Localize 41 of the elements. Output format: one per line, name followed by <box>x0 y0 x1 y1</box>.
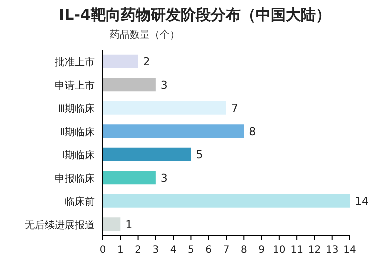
y-tick-label: 申报临床 <box>55 172 95 185</box>
x-tick-label: 7 <box>223 245 230 256</box>
bar <box>103 148 192 162</box>
y-tick-label: 无后续进展报道 <box>25 219 95 232</box>
x-tick-label: 6 <box>206 245 212 256</box>
chart-title: IL-4靶向药物研发阶段分布（中国大陆） <box>59 6 331 24</box>
y-tick-label: 申请上市 <box>55 80 95 92</box>
data-label: 2 <box>143 56 150 69</box>
data-label: 3 <box>160 78 168 92</box>
bar <box>103 218 121 232</box>
bar <box>103 78 156 92</box>
x-tick-label: 10 <box>273 245 286 256</box>
data-label: 7 <box>232 102 238 116</box>
x-tick-label: 0 <box>100 245 106 256</box>
y-tick-label: 批准上市 <box>55 56 95 69</box>
x-tick-label: 9 <box>258 245 265 256</box>
x-axis-title: 药品数量（个） <box>110 29 180 41</box>
x-tick-label: 13 <box>326 245 339 256</box>
x-tick-label: 4 <box>170 245 177 256</box>
y-tick-label: Ⅱ期临床 <box>60 126 95 138</box>
x-tick-label: 3 <box>152 245 160 256</box>
x-tick-label: 2 <box>135 245 142 256</box>
y-tick-label: 临床前 <box>65 196 95 208</box>
y-tick-label: Ⅲ期临床 <box>58 103 95 116</box>
data-label: 3 <box>160 172 168 185</box>
x-tick-label: 14 <box>344 245 356 256</box>
data-label: 1 <box>126 218 133 232</box>
x-tick-label: 11 <box>290 245 304 256</box>
bar <box>103 124 244 138</box>
x-tick-label: 5 <box>188 245 194 256</box>
bar <box>103 194 350 208</box>
x-tick-label: 1 <box>117 245 124 256</box>
data-label: 14 <box>355 195 369 208</box>
y-tick-label: Ⅰ期临床 <box>62 150 95 162</box>
x-tick-label: 12 <box>308 245 322 256</box>
x-tick-label: 8 <box>240 245 248 256</box>
data-label: 5 <box>196 148 204 162</box>
bar <box>103 54 138 68</box>
bar <box>103 171 156 185</box>
data-label: 8 <box>249 125 256 138</box>
bar <box>103 101 226 115</box>
